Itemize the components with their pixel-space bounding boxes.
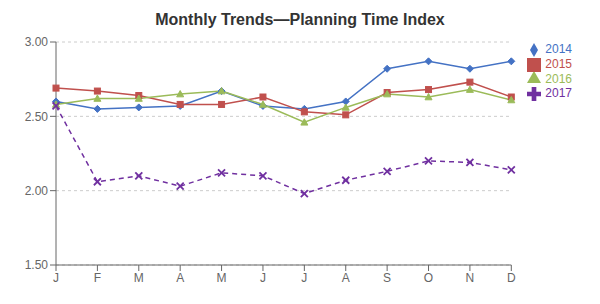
- svg-text:D: D: [507, 271, 516, 285]
- svg-text:3.00: 3.00: [25, 35, 49, 49]
- svg-text:J: J: [301, 271, 307, 285]
- svg-text:1.50: 1.50: [25, 258, 49, 272]
- svg-text:J: J: [260, 271, 266, 285]
- svg-text:A: A: [176, 271, 184, 285]
- svg-text:N: N: [466, 271, 475, 285]
- svg-text:2.00: 2.00: [25, 184, 49, 198]
- svg-text:F: F: [94, 271, 101, 285]
- html-text:2017: 2017: [545, 86, 572, 101]
- html-text:2016: 2016: [545, 71, 572, 86]
- svg-text:O: O: [424, 271, 433, 285]
- svg-text:S: S: [383, 271, 391, 285]
- svg-text:2.50: 2.50: [25, 110, 49, 124]
- svg-text:A: A: [342, 271, 350, 285]
- svg-text:M: M: [217, 271, 227, 285]
- svg-text:J: J: [53, 271, 59, 285]
- html-text:2015: 2015: [545, 56, 572, 71]
- svg-text:M: M: [134, 271, 144, 285]
- html-text:2014: 2014: [545, 42, 572, 56]
- html-text:Monthly Trends—Planning Time I: Monthly Trends—Planning Time Index: [155, 11, 445, 28]
